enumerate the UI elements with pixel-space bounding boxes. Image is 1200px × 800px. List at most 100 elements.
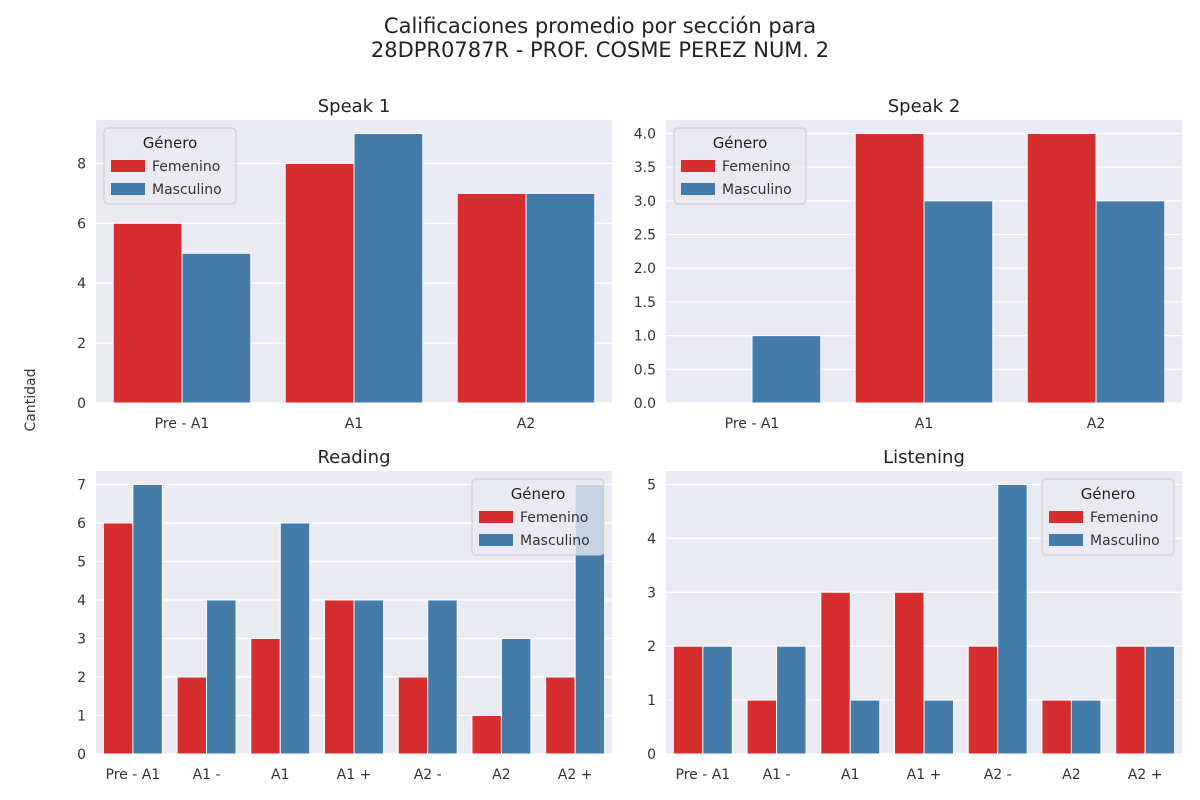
- chart-1-x-tick-label: Pre - A1: [155, 416, 210, 432]
- chart-4-bar-masculino: [776, 645, 807, 755]
- chart-3-bar-masculino: [132, 483, 163, 755]
- chart-4-bar-femenino: [820, 591, 851, 755]
- chart-1-bar-masculino: [181, 252, 252, 404]
- chart-4-legend-swatch-masculino: [1049, 534, 1083, 546]
- chart-2-bar-femenino: [854, 132, 925, 404]
- chart-3-legend: Género Femenino Masculino: [471, 478, 605, 556]
- chart-3: 0 1 2 3 4 5 6 7 Pre - A1 A1 - A1 A1 + A2 - A2 A2 + Read…: [77, 447, 612, 783]
- chart-4-x-tick-label: A2: [1062, 767, 1080, 783]
- chart-3-legend-label-masculino: Masculino: [520, 533, 590, 549]
- chart-1-bar-femenino: [112, 222, 183, 404]
- chart-2-bar-masculino: [1095, 200, 1166, 404]
- chart-1-legend-label-femenino: Femenino: [152, 159, 220, 175]
- chart-2-y-tick-label: 2.5: [634, 228, 656, 244]
- chart-4-bar-femenino: [1041, 699, 1072, 755]
- chart-3-bar-masculino: [427, 599, 458, 755]
- chart-3-bar-femenino: [545, 676, 576, 755]
- chart-4-bar-femenino: [1115, 645, 1146, 755]
- chart-3-legend-swatch-masculino: [479, 534, 513, 546]
- chart-3-legend-swatch-femenino: [479, 511, 513, 523]
- chart-2: 0.0 0.5 1.0 1.5 2.0 2.5 3.0 3.5 4.0 Pre - A1 A1 A2 S…: [634, 96, 1182, 432]
- chart-4-bar-masculino: [1070, 699, 1102, 755]
- chart-4-x-tick-label: A1: [841, 767, 859, 783]
- chart-3-title: Reading: [317, 447, 390, 468]
- chart-4-y-tick-label: 2: [647, 639, 656, 655]
- chart-1-y-tick-label: 0: [77, 396, 86, 412]
- chart-2-bar-femenino: [1026, 132, 1097, 404]
- chart-2-x-tick-label: Pre - A1: [725, 416, 780, 432]
- chart-3-x-tick-label: A1 +: [337, 767, 372, 783]
- chart-1-y-tick-label: 6: [77, 216, 86, 232]
- chart-2-x-tick-label: A2: [1087, 416, 1105, 432]
- chart-3-x-tick-label: A2: [492, 767, 510, 783]
- chart-4: 0 1 2 3 4 5 Pre - A1 A1 - A1 A1 + A2 - A2 A2 + Listen…: [647, 447, 1182, 783]
- chart-2-y-tick-label: 4.0: [634, 126, 656, 142]
- chart-1-x-tick-label: A2: [517, 416, 535, 432]
- chart-1-bar-femenino: [284, 162, 355, 404]
- chart-2-bar-masculino: [923, 200, 994, 404]
- chart-2-bar-masculino: [751, 335, 822, 404]
- chart-3-y-tick-label: 3: [77, 631, 86, 647]
- chart-4-bar-masculino: [702, 645, 733, 755]
- chart-2-x-tick-label: A1: [915, 416, 933, 432]
- chart-4-bar-femenino: [672, 645, 704, 755]
- chart-3-x-tick-label: Pre - A1: [106, 767, 161, 783]
- chart-4-bar-masculino: [1144, 645, 1176, 755]
- chart-2-y-tick-label: 2.0: [634, 261, 656, 277]
- chart-4-x-tick-label: A1 -: [763, 767, 791, 783]
- chart-1-y-tick-label: 2: [77, 336, 86, 352]
- chart-2-y-tick-label: 0.0: [634, 396, 656, 412]
- chart-4-x-tick-label: A1 +: [907, 767, 942, 783]
- chart-4-bar-masculino: [923, 699, 954, 755]
- chart-4-legend-label-femenino: Femenino: [1090, 510, 1158, 526]
- chart-3-bar-femenino: [250, 637, 281, 755]
- chart-1-legend: Género Femenino Masculino: [103, 127, 237, 205]
- chart-4-y-tick-label: 4: [647, 531, 656, 547]
- chart-4-y-tick-label: 3: [647, 585, 656, 601]
- chart-3-bar-masculino: [279, 522, 311, 755]
- chart-1-bar-masculino: [525, 192, 596, 404]
- chart-3-bar-femenino: [471, 714, 502, 755]
- figure-title-line-2: 28DPR0787R - PROF. COSME PEREZ NUM. 2: [370, 38, 830, 62]
- chart-3-x-tick-label: A2 +: [558, 767, 593, 783]
- chart-4-bar-femenino: [894, 591, 925, 755]
- chart-3-y-tick-label: 7: [77, 477, 86, 493]
- chart-4-legend-title: Género: [1081, 485, 1136, 503]
- chart-4-legend-label-masculino: Masculino: [1090, 533, 1160, 549]
- chart-3-legend-label-femenino: Femenino: [520, 510, 588, 526]
- chart-3-x-tick-label: A1: [271, 767, 289, 783]
- chart-4-legend: Género Femenino Masculino: [1041, 478, 1175, 556]
- chart-3-y-tick-label: 1: [77, 708, 86, 724]
- chart-1-legend-swatch-masculino: [111, 183, 145, 195]
- chart-2-y-tick-label: 3.0: [634, 194, 656, 210]
- chart-1-bar-femenino: [456, 192, 527, 404]
- figure-title-line-1: Calificaciones promedio por sección para: [383, 14, 817, 38]
- chart-1: 0 2 4 6 8 Pre - A1 A1 A2 Speak 1 Género Femenino Ma…: [77, 96, 612, 432]
- chart-4-y-tick-label: 0: [647, 747, 656, 763]
- chart-3-legend-title: Género: [511, 485, 566, 503]
- chart-4-bar-femenino: [967, 645, 999, 755]
- chart-2-y-tick-label: 1.0: [634, 329, 656, 345]
- chart-1-legend-title: Género: [143, 134, 198, 152]
- chart-4-x-tick-label: Pre - A1: [676, 767, 731, 783]
- chart-3-y-tick-label: 0: [77, 747, 86, 763]
- chart-4-bar-masculino: [849, 699, 881, 755]
- chart-2-legend-label-femenino: Femenino: [722, 159, 790, 175]
- chart-4-x-tick-label: A2 +: [1128, 767, 1163, 783]
- chart-2-title: Speak 2: [888, 96, 961, 117]
- chart-4-bar-femenino: [746, 699, 778, 755]
- chart-3-bar-femenino: [324, 599, 355, 755]
- chart-1-legend-label-masculino: Masculino: [152, 182, 222, 198]
- chart-2-legend-title: Género: [713, 134, 768, 152]
- chart-1-bar-masculino: [353, 132, 424, 404]
- chart-1-y-tick-label: 8: [77, 156, 86, 172]
- chart-3-x-tick-label: A1 -: [193, 767, 221, 783]
- chart-4-bar-masculino: [997, 483, 1028, 755]
- chart-3-bar-masculino: [500, 637, 532, 755]
- chart-2-legend-swatch-femenino: [681, 160, 715, 172]
- chart-4-y-tick-label: 5: [647, 477, 656, 493]
- chart-3-bar-masculino: [353, 599, 384, 755]
- chart-4-title: Listening: [883, 447, 965, 468]
